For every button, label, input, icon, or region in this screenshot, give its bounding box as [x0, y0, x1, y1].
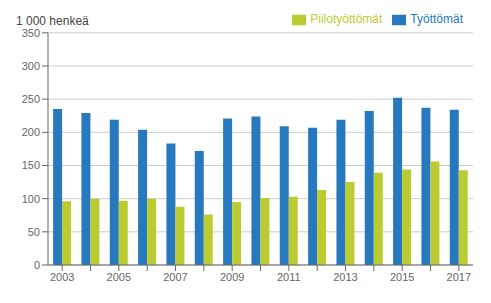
svg-text:2017: 2017: [447, 271, 471, 283]
svg-text:150: 150: [22, 159, 40, 171]
svg-text:300: 300: [22, 60, 40, 72]
svg-text:350: 350: [22, 27, 40, 39]
svg-text:2011: 2011: [277, 271, 301, 283]
svg-text:200: 200: [22, 126, 40, 138]
svg-text:2015: 2015: [390, 271, 414, 283]
svg-text:100: 100: [22, 193, 40, 205]
html-text:1 000 henkeä: 1 000 henkeä: [16, 14, 89, 28]
svg-text:2007: 2007: [163, 271, 187, 283]
svg-text:2013: 2013: [333, 271, 357, 283]
svg-text:2003: 2003: [50, 271, 74, 283]
svg-text:2009: 2009: [220, 271, 244, 283]
svg-text:0: 0: [34, 259, 40, 271]
html-text:Piilotyöttömät: Piilotyöttömät: [310, 12, 383, 26]
svg-text:2005: 2005: [107, 271, 131, 283]
html-text:Työttömät: Työttömät: [410, 12, 463, 26]
svg-text:250: 250: [22, 93, 40, 105]
svg-text:50: 50: [28, 226, 40, 238]
